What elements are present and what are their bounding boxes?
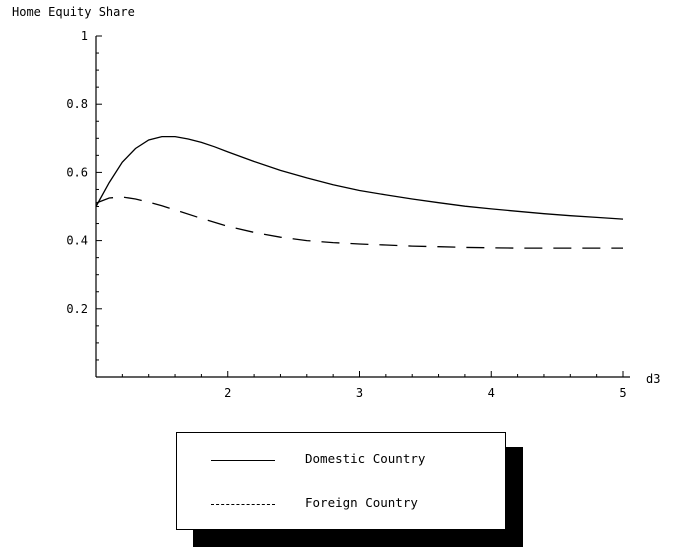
legend-swatch-dashed <box>211 504 275 505</box>
ticks: 2 3 4 5 0.2 0.4 0.6 0.8 1 <box>66 29 626 400</box>
legend-item-domestic: Domestic Country <box>177 450 505 470</box>
x-tick-label: 3 <box>356 386 363 400</box>
y-tick-label: 0.2 <box>66 302 88 316</box>
x-axis-label: d3 <box>646 372 660 386</box>
y-tick-label: 1 <box>81 29 88 43</box>
series-line-foreign <box>95 196 623 249</box>
chart-title: Home Equity Share <box>12 5 135 19</box>
x-tick-label: 4 <box>488 386 495 400</box>
y-tick-label: 0.8 <box>66 97 88 111</box>
y-tick-label: 0.4 <box>66 234 88 248</box>
x-tick-label: 2 <box>224 386 231 400</box>
x-tick-label: 5 <box>619 386 626 400</box>
legend-swatch-solid <box>211 460 275 461</box>
series-layer <box>95 135 624 249</box>
series-line-domestic <box>95 135 624 220</box>
legend-label-foreign: Foreign Country <box>305 495 418 510</box>
legend-item-foreign: Foreign Country <box>177 494 505 514</box>
axes <box>95 36 630 378</box>
legend: Domestic Country Foreign Country <box>176 432 506 530</box>
legend-label-domestic: Domestic Country <box>305 451 426 466</box>
y-tick-label: 0.6 <box>66 165 88 179</box>
